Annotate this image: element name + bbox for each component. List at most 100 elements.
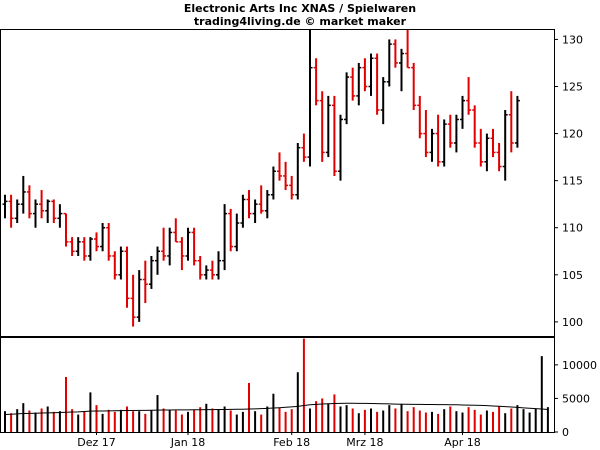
time-tick-label: Apr 18	[444, 436, 481, 449]
ohlc-bar	[484, 133, 490, 172]
ohlc-bar	[118, 246, 124, 280]
ohlc-bar	[33, 199, 38, 228]
ohlc-bar	[301, 133, 307, 162]
ohlc-bar	[264, 190, 270, 219]
ohlc-bar	[14, 199, 20, 224]
time-tick-label: Feb 18	[273, 436, 310, 449]
ohlc-bar	[295, 142, 301, 200]
price-tick-label: 130	[562, 33, 583, 46]
ohlc-bar	[191, 227, 197, 266]
price-series	[2, 30, 520, 327]
volume-axis: 0 5000 10000	[554, 359, 597, 439]
ohlc-bar	[136, 270, 142, 322]
price-tick-label: 115	[562, 175, 583, 188]
volume-average	[4, 402, 548, 416]
ohlc-bar	[405, 30, 411, 69]
ohlc-bar	[319, 91, 325, 162]
ohlc-bar	[307, 30, 313, 167]
ohlc-bar	[423, 110, 429, 158]
volume-series	[4, 338, 549, 432]
ohlc-bar	[222, 204, 228, 271]
ohlc-bar	[209, 260, 215, 280]
price-tick-label: 105	[562, 269, 583, 282]
ohlc-bar	[508, 91, 514, 153]
ohlc-bar	[148, 255, 154, 289]
ohlc-bar	[386, 39, 392, 87]
ohlc-bar	[356, 62, 362, 106]
ohlc-bar	[130, 274, 136, 327]
ohlc-bar	[39, 190, 45, 219]
ohlc-bar	[411, 62, 417, 111]
price-tick-label: 100	[562, 316, 583, 329]
ohlc-bar	[69, 237, 75, 256]
ohlc-bar	[325, 95, 331, 158]
ohlc-bar	[240, 194, 246, 228]
ohlc-bar	[478, 128, 484, 167]
ohlc-bar	[203, 265, 209, 280]
ohlc-bar	[399, 48, 404, 92]
ohlc-bar	[57, 204, 63, 228]
ohlc-bar	[258, 185, 264, 214]
ohlc-bar	[441, 119, 447, 167]
ohlc-bar	[392, 39, 398, 68]
ohlc-bar	[435, 114, 441, 167]
ohlc-bar	[216, 251, 221, 280]
ohlc-bar	[460, 95, 465, 129]
price-panel	[0, 29, 555, 337]
ohlc-bar	[94, 232, 99, 252]
time-tick-label: Mrz 18	[346, 436, 383, 449]
ohlc-bar	[466, 77, 472, 115]
ohlc-bar	[124, 246, 130, 308]
ohlc-bar	[100, 223, 106, 252]
ohlc-bar	[185, 227, 191, 261]
ohlc-bar	[63, 212, 69, 247]
ohlc-bar	[368, 53, 374, 96]
ohlc-bar	[514, 95, 520, 148]
ohlc-bar	[246, 190, 252, 219]
ohlc-bar	[45, 199, 51, 224]
ohlc-bar	[344, 72, 350, 125]
ohlc-bar	[112, 251, 118, 280]
time-axis: Dez 17 Jan 18 Feb 18 Mrz 18 Apr 18	[77, 432, 481, 449]
ohlc-bar	[289, 175, 295, 200]
ohlc-bar	[313, 58, 319, 106]
ohlc-bar	[338, 114, 343, 181]
ohlc-bar	[228, 208, 234, 252]
price-tick-label: 125	[562, 80, 583, 93]
price-tick-label: 110	[562, 222, 583, 235]
ohlc-bar	[234, 213, 240, 252]
ohlc-bar	[87, 237, 93, 261]
ohlc-bar	[75, 237, 81, 256]
ohlc-bar	[142, 260, 148, 304]
ohlc-bar	[374, 53, 380, 115]
ohlc-bar	[81, 237, 87, 261]
volume-tick-label: 0	[562, 426, 569, 439]
ohlc-bar	[417, 95, 423, 139]
ohlc-bar	[20, 175, 26, 214]
volume-average-line	[4, 402, 548, 416]
ohlc-bar	[106, 223, 112, 261]
ohlc-bar	[380, 77, 386, 125]
volume-tick-label: 5000	[562, 392, 590, 405]
ohlc-bar	[429, 128, 435, 162]
ohlc-bar	[283, 161, 289, 191]
ohlc-bar	[453, 114, 459, 153]
ohlc-bar	[8, 194, 14, 228]
volume-tick-label: 10000	[562, 359, 597, 372]
ohlc-bar	[197, 255, 203, 280]
ohlc-bar	[26, 185, 32, 219]
ohlc-bar	[161, 227, 167, 261]
ohlc-bar	[472, 105, 478, 148]
ohlc-bar	[350, 67, 356, 101]
ohlc-bar	[51, 199, 57, 224]
ohlc-bar	[252, 199, 258, 224]
ohlc-bar	[179, 237, 185, 271]
ohlc-bar	[155, 246, 160, 275]
ohlc-bar	[362, 58, 368, 92]
ohlc-bar	[502, 110, 508, 181]
ohlc-bar	[490, 128, 496, 158]
price-axis: 100 105 110 115 120 125 130	[554, 33, 583, 329]
chart-title: Electronic Arts Inc XNAS / Spielwaren	[184, 2, 416, 15]
price-tick-label: 120	[562, 128, 583, 141]
